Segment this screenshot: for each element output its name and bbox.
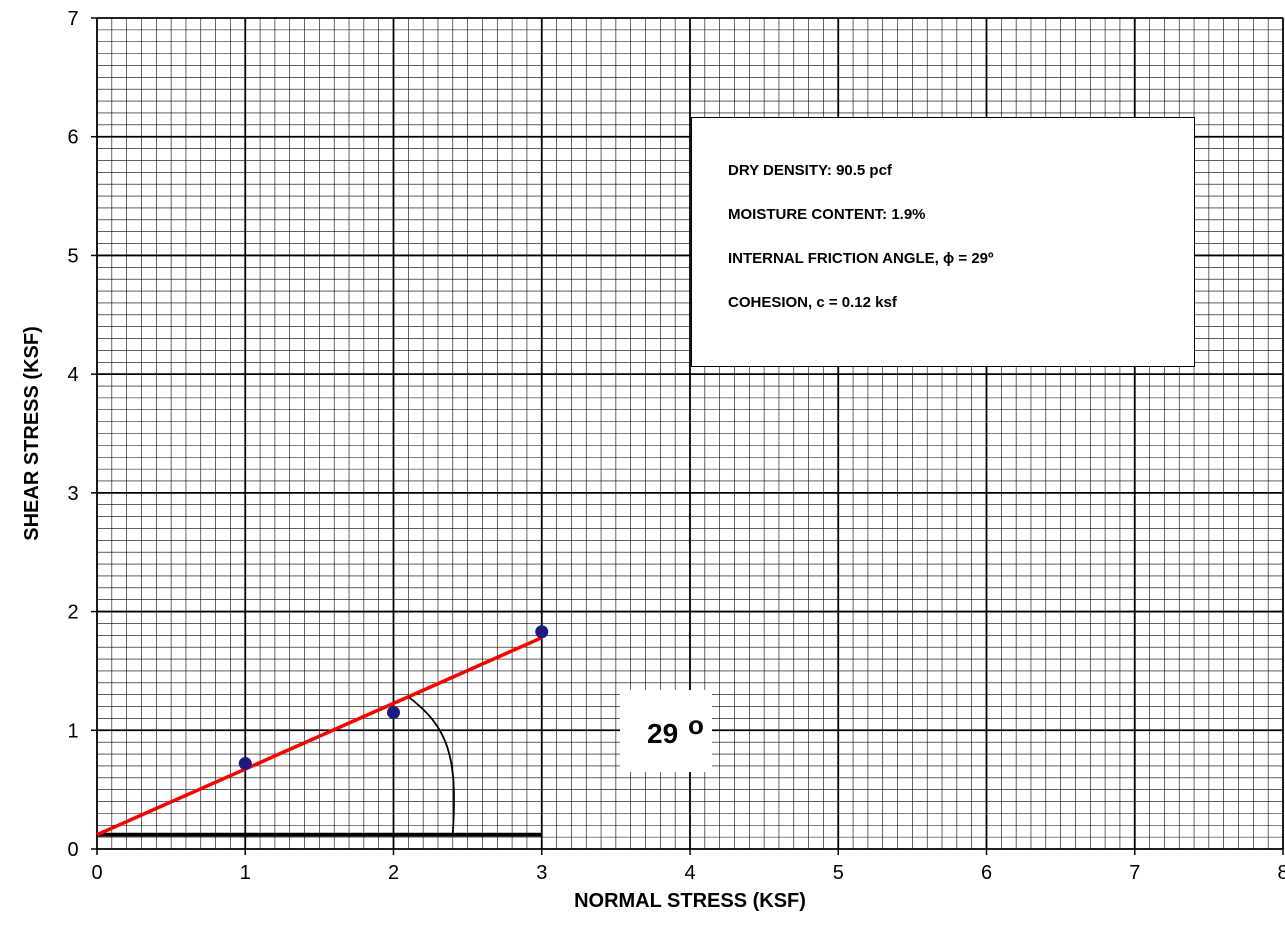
angle-arc [407, 696, 455, 833]
info-box: DRY DENSITY: 90.5 pcf MOISTURE CONTENT: … [691, 117, 1195, 367]
x-tick-label: 8 [1277, 862, 1285, 884]
y-tick-label: 6 [67, 127, 78, 149]
x-tick-label: 4 [684, 862, 695, 884]
x-tick-label: 5 [833, 862, 844, 884]
x-tick-labels: 0 1 2 3 4 5 6 7 8 [91, 862, 1285, 884]
data-point [535, 625, 549, 639]
moisture-content-text: MOISTURE CONTENT: 1.9% [728, 206, 926, 223]
dry-density-text: DRY DENSITY: 90.5 pcf [728, 162, 892, 179]
y-axis-title: SHEAR STRESS (KSF) [21, 326, 43, 540]
major-grid [91, 17, 1284, 855]
angle-degree-symbol: o [688, 710, 704, 740]
data-point [238, 757, 252, 771]
x-tick-label: 1 [240, 862, 251, 884]
y-tick-label: 2 [67, 602, 78, 624]
x-tick-label: 2 [388, 862, 399, 884]
y-tick-label: 1 [67, 720, 78, 742]
x-tick-label: 3 [536, 862, 547, 884]
y-tick-label: 0 [67, 839, 78, 861]
cohesion-text: COHESION, c = 0.12 ksf [728, 294, 897, 311]
y-tick-label: 4 [67, 364, 78, 386]
angle-label-box: 29 o [620, 690, 712, 772]
x-axis-title: NORMAL STRESS (KSF) [574, 890, 806, 912]
data-points [238, 625, 549, 771]
x-tick-label: 7 [1129, 862, 1140, 884]
failure-envelope-line [96, 636, 543, 837]
angle-value: 29 [647, 718, 679, 749]
y-tick-labels: 0 1 2 3 4 5 6 7 [67, 8, 78, 861]
x-tick-label: 6 [981, 862, 992, 884]
friction-angle-text: INTERNAL FRICTION ANGLE, ϕ = 29º [728, 250, 994, 267]
chart-lines [96, 636, 543, 837]
x-tick-label: 0 [91, 862, 102, 884]
y-tick-label: 7 [67, 8, 78, 30]
y-tick-label: 5 [67, 245, 78, 267]
y-tick-label: 3 [67, 483, 78, 505]
data-point [387, 705, 400, 719]
